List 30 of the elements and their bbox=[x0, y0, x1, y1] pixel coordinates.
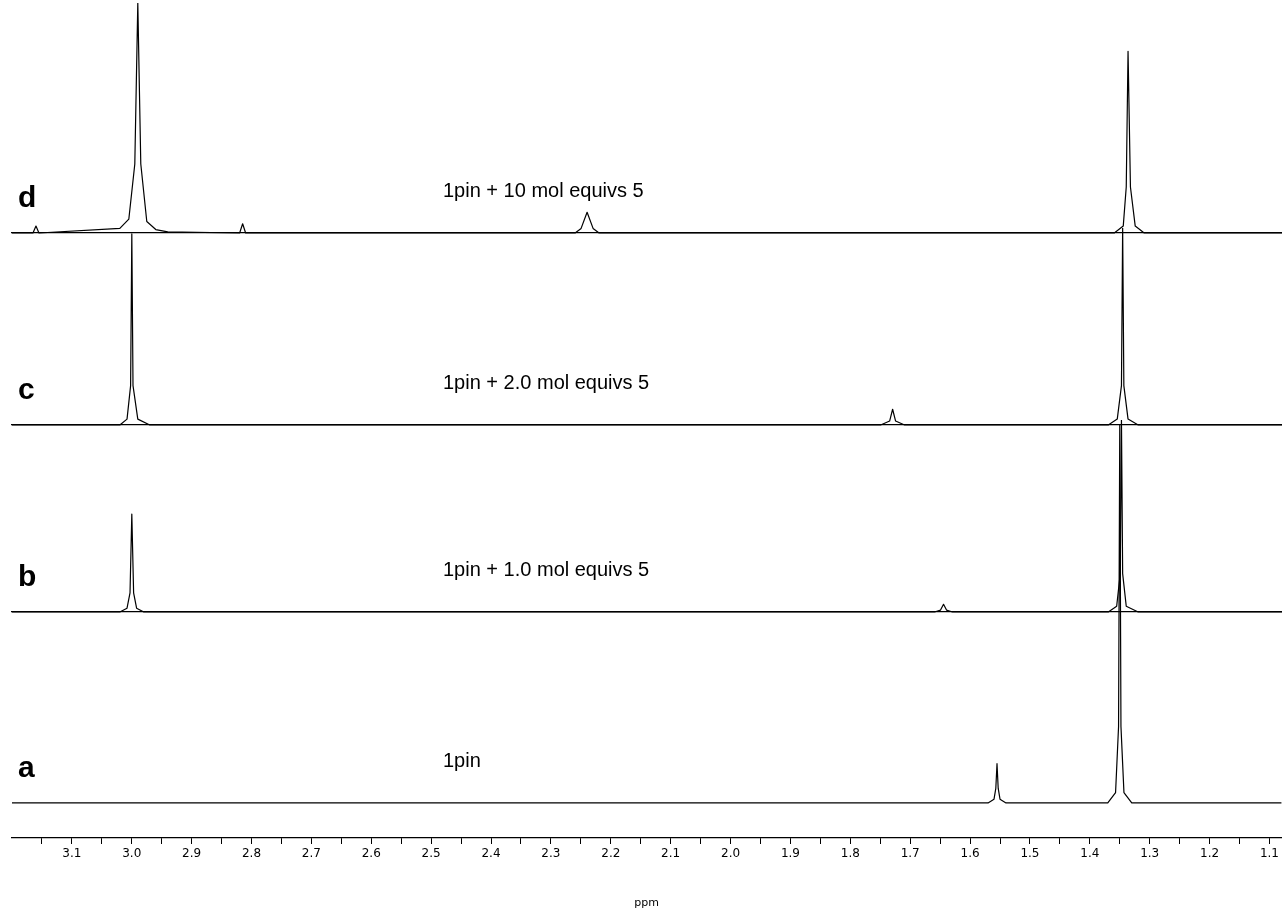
annotation: d bbox=[18, 180, 37, 213]
annotation: 1pin + 1.0 mol equivs 5 bbox=[443, 558, 650, 580]
x-tick-label: 1.3 bbox=[1140, 846, 1160, 861]
annotation: 1pin + 10 mol equivs 5 bbox=[443, 179, 644, 201]
x-tick-label: 2.5 bbox=[421, 846, 441, 861]
x-tick-label: 2.2 bbox=[601, 846, 621, 861]
x-tick-label: 2.1 bbox=[661, 846, 681, 861]
x-tick-label: 1.8 bbox=[840, 846, 860, 861]
x-tick-label: 1.5 bbox=[1020, 846, 1040, 861]
x-tick-label: 2.3 bbox=[541, 846, 561, 861]
annotation: 1pin + 2.0 mol equivs 5 bbox=[443, 371, 650, 393]
x-tick-label: 2.7 bbox=[301, 846, 321, 861]
x-axis-title: ppm bbox=[634, 896, 660, 910]
annotation: b bbox=[18, 559, 37, 592]
annotation: 1pin bbox=[443, 748, 481, 771]
x-tick-label: 2.8 bbox=[241, 846, 262, 861]
x-tick-label: 2.9 bbox=[182, 846, 202, 861]
x-tick-label: 1.2 bbox=[1200, 846, 1220, 861]
x-tick-label: 2.6 bbox=[361, 846, 381, 861]
x-tick-label: 1.4 bbox=[1080, 846, 1100, 861]
x-tick-label: 3.1 bbox=[62, 846, 82, 861]
annotation: c bbox=[18, 372, 35, 405]
x-tick-label: 3.0 bbox=[122, 846, 142, 861]
x-tick-label: 2.0 bbox=[721, 846, 741, 861]
x-tick-label: 1.9 bbox=[780, 846, 800, 861]
x-tick-label: 1.1 bbox=[1259, 846, 1279, 861]
x-tick-label: 2.4 bbox=[481, 846, 501, 861]
x-tick-label: 1.7 bbox=[900, 846, 920, 861]
x-tick-label: 1.6 bbox=[960, 846, 980, 861]
annotation: a bbox=[18, 749, 35, 783]
